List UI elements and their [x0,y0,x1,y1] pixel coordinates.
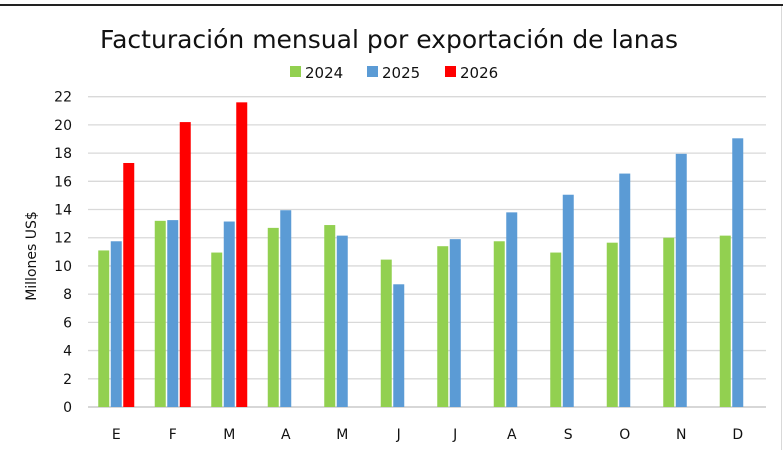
bar-2025-2 [223,221,235,407]
right-border [781,6,782,450]
bar-2025-11 [732,138,744,407]
bar-2025-5 [393,284,405,407]
y-axis-ticks: 0 2 4 6 8 10 12 14 16 18 20 22 [54,90,72,416]
x-tick-label: J [396,427,401,443]
y-tick-label: 12 [54,231,72,247]
x-tick-label: N [676,427,686,443]
bar-2024-4 [324,225,336,407]
y-tick-label: 2 [63,372,72,388]
legend-swatch-2025 [367,66,378,77]
x-tick-label: M [223,427,235,443]
x-tick-label: D [732,427,743,443]
y-tick-label: 22 [54,90,72,106]
legend-label-2026: 2026 [460,64,498,82]
bar-2024-1 [154,220,166,407]
y-tick-label: 18 [54,146,72,162]
y-tick-label: 6 [63,315,72,331]
bar-2025-6 [449,239,461,407]
bar-2024-5 [380,259,392,407]
x-tick-label: A [281,427,291,443]
bar-2025-0 [110,241,122,407]
bar-2024-11 [719,235,731,407]
bar-2024-7 [493,241,505,407]
bar-2024-6 [437,246,449,407]
bar-2026-0 [123,162,135,407]
x-tick-label: M [336,427,348,443]
y-tick-label: 4 [63,344,72,360]
bar-2025-1 [167,220,179,407]
bar-2024-3 [267,227,279,407]
x-tick-label: O [619,427,630,443]
legend-label-2024: 2024 [305,64,343,82]
bar-2025-3 [280,210,292,407]
y-tick-label: 0 [63,400,72,416]
legend: 2024 2025 2026 [290,64,498,82]
bar-2026-1 [179,122,191,407]
gridlines [88,96,766,408]
x-tick-label: E [112,427,121,443]
chart-title: Facturación mensual por exportación de l… [100,25,678,54]
bar-2024-2 [211,252,223,407]
bar-2025-8 [562,194,574,407]
y-tick-label: 14 [54,203,72,219]
legend-label-2025: 2025 [382,64,420,82]
top-border [0,4,783,6]
x-tick-label: F [169,427,177,443]
bars [98,102,744,407]
bar-2025-4 [336,235,348,407]
y-tick-label: 10 [54,259,72,275]
bar-2024-0 [98,250,110,407]
x-tick-label: S [564,427,573,443]
bar-2025-10 [675,153,687,407]
legend-swatch-2026 [445,66,456,77]
bar-2025-7 [506,212,518,407]
y-tick-label: 8 [63,287,72,303]
x-tick-label: A [507,427,517,443]
y-tick-label: 16 [54,174,72,190]
legend-swatch-2024 [290,66,301,77]
bar-2025-9 [619,173,631,407]
y-tick-label: 20 [54,118,72,134]
bar-2026-2 [236,102,248,407]
bar-2024-8 [550,252,562,407]
bar-2024-10 [663,237,675,407]
x-tick-label: J [452,427,457,443]
bar-2024-9 [606,242,618,407]
y-axis-label: Millones US$ [24,211,40,301]
